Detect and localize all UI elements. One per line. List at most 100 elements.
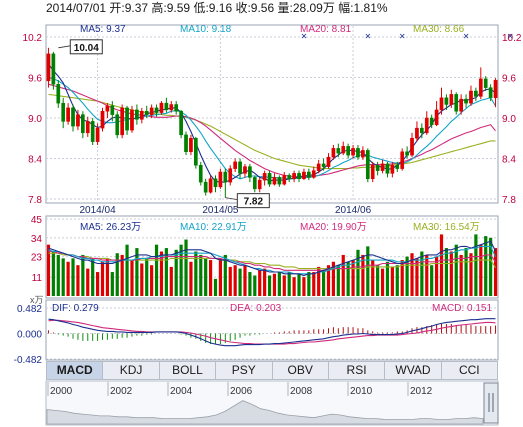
timeline-year: 2010 [350, 386, 373, 397]
tab-boll[interactable]: BOLL [160, 362, 217, 379]
candle-body [159, 102, 164, 113]
candle-body [483, 78, 488, 88]
kline-xaxis: 2014/04 2014/05 2014/06 [80, 205, 372, 216]
volume-bar [105, 258, 110, 296]
volume-bar [267, 275, 272, 296]
kline-xtick: 2014/05 [202, 205, 239, 216]
tab-macd[interactable]: MACD [47, 362, 104, 379]
kline-candles [46, 47, 498, 198]
candle-body [287, 175, 292, 179]
volume-tick: 23 [31, 253, 43, 264]
volume-bar [287, 272, 291, 296]
kline-yaxis-left: 10.2 9.6 9.0 8.4 7.8 [23, 33, 43, 206]
macd-tick: 0.482 [17, 304, 42, 315]
volume-bar [100, 261, 105, 296]
candle-body [203, 181, 208, 193]
tab-rsi[interactable]: RSI [329, 362, 386, 379]
candle-body [233, 161, 237, 169]
annotation-leader [58, 45, 71, 49]
candle-body [223, 171, 228, 183]
volume-bar [277, 272, 281, 296]
candle-body [179, 111, 183, 136]
candle-body [110, 105, 115, 115]
candle-body [125, 107, 129, 131]
candle-body [105, 105, 110, 112]
volume-bar [184, 239, 188, 296]
candle-body [262, 173, 267, 181]
volume-bar [321, 270, 326, 296]
timeline-years: 2000 2002 2004 2006 2008 2010 2012 [47, 382, 433, 397]
tab-obv[interactable]: OBV [273, 362, 329, 379]
candle-body [361, 150, 365, 158]
tab-psy[interactable]: PSY [216, 362, 273, 379]
volume-bar [76, 265, 80, 296]
volume-bar [199, 254, 203, 296]
timeline-year: 2004 [170, 386, 193, 397]
candle-body [370, 165, 375, 179]
timeline-history [46, 400, 484, 425]
volume-bar [243, 265, 247, 296]
annotation-box [236, 193, 270, 209]
candle-body [95, 127, 100, 142]
timeline-range-handle[interactable] [483, 382, 499, 424]
candle-body [120, 107, 124, 136]
volume-bar [154, 244, 159, 296]
volume-bar [464, 248, 468, 296]
volume-bar [361, 254, 365, 296]
volume-bar [248, 272, 252, 296]
legend-item: DEA: 0.203 [230, 303, 282, 314]
candle-body [316, 163, 321, 171]
volume-bar [135, 248, 139, 296]
macd-lines [48, 318, 496, 347]
volume-bar [159, 251, 164, 296]
kline-yaxis-right: 10.2 9.6 9.0 8.4 7.8 [502, 33, 522, 206]
quote-header: 2014/07/01 开:9.37 高:9.59 低:9.16 收:9.56 量… [46, 0, 388, 15]
candle-body [46, 53, 51, 82]
volume-bar [380, 268, 385, 296]
volume-bar [484, 236, 488, 296]
candle-body [243, 166, 247, 174]
event-marker-icon: ✕ [399, 32, 406, 41]
candle-body [85, 121, 90, 134]
volume-bar [425, 254, 429, 296]
legend-item: MA20: 8.81 [300, 24, 352, 35]
legend-item: MA5: 9.37 [80, 24, 126, 35]
dif-line [48, 318, 496, 347]
timeline-year: 2012 [410, 386, 433, 397]
tab-wvad[interactable]: WVAD [385, 362, 442, 379]
macd-grid [46, 307, 498, 360]
tab-cci[interactable]: CCI [458, 363, 480, 377]
volume-bar [459, 254, 463, 296]
volume-bar [228, 266, 232, 296]
volume-bar [110, 272, 114, 296]
candle-body [90, 121, 95, 142]
volume-bar [292, 277, 296, 296]
candle-body [444, 97, 449, 105]
volume-bar [356, 249, 360, 296]
volume-bar [317, 266, 321, 296]
candle-body [385, 163, 390, 174]
volume-bar [430, 265, 434, 296]
candle-body [321, 163, 326, 167]
candle-body [135, 109, 139, 120]
candle-body [184, 134, 188, 152]
candle-body [434, 109, 439, 126]
volume-bar [390, 266, 394, 296]
event-marker-icon: ✕ [364, 32, 371, 41]
candle-body [400, 151, 405, 169]
candle-body [469, 90, 473, 104]
volume-bar [213, 278, 218, 296]
volume-bar [204, 258, 208, 296]
candle-body [420, 127, 424, 134]
candle-body [252, 177, 257, 190]
candle-body [61, 102, 66, 122]
candle-body [331, 148, 336, 158]
candle-body [100, 111, 105, 129]
kline-tick-left: 7.8 [28, 195, 42, 206]
tab-kdj[interactable]: KDJ [103, 362, 160, 379]
legend-item: MA30: 16.54万 [413, 222, 480, 233]
volume-bar [439, 234, 444, 296]
volume-bar [164, 248, 168, 296]
volume-bar [238, 268, 242, 296]
